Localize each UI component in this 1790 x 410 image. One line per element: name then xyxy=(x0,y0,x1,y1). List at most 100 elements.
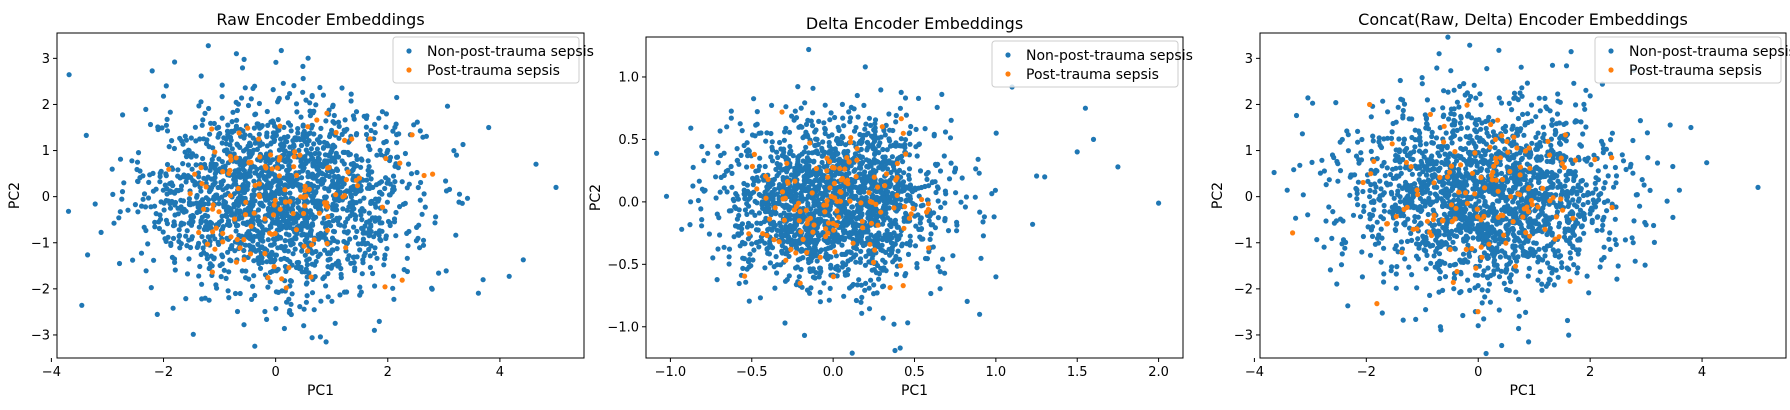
point-non-post-trauma xyxy=(193,162,199,168)
point-non-post-trauma xyxy=(814,148,820,154)
point-non-post-trauma xyxy=(1498,100,1505,106)
point-non-post-trauma xyxy=(701,158,707,164)
point-non-post-trauma xyxy=(241,168,247,174)
point-non-post-trauma xyxy=(92,201,98,207)
point-non-post-trauma xyxy=(371,327,377,333)
point-non-post-trauma xyxy=(1664,198,1670,204)
point-non-post-trauma xyxy=(821,280,827,286)
point-post-trauma xyxy=(901,225,907,231)
point-non-post-trauma xyxy=(332,207,338,213)
point-non-post-trauma xyxy=(272,192,278,198)
point-non-post-trauma xyxy=(816,201,822,207)
point-non-post-trauma xyxy=(205,197,212,203)
point-non-post-trauma xyxy=(159,125,165,131)
point-post-trauma xyxy=(866,190,872,196)
point-post-trauma xyxy=(825,220,832,226)
point-non-post-trauma xyxy=(301,161,307,168)
point-non-post-trauma xyxy=(371,234,377,240)
point-non-post-trauma xyxy=(1631,218,1637,224)
point-non-post-trauma xyxy=(884,147,890,153)
point-non-post-trauma xyxy=(815,178,821,184)
point-post-trauma xyxy=(271,264,277,270)
point-non-post-trauma xyxy=(206,144,212,150)
point-non-post-trauma xyxy=(302,218,308,225)
point-non-post-trauma xyxy=(1619,152,1625,158)
point-non-post-trauma xyxy=(770,221,777,227)
point-non-post-trauma xyxy=(371,250,378,256)
point-non-post-trauma xyxy=(869,205,875,211)
point-non-post-trauma xyxy=(834,266,840,272)
point-non-post-trauma xyxy=(228,206,234,212)
point-non-post-trauma xyxy=(1591,201,1597,207)
point-non-post-trauma xyxy=(757,155,763,161)
point-post-trauma xyxy=(262,216,268,222)
point-non-post-trauma xyxy=(288,301,294,307)
point-non-post-trauma xyxy=(839,264,846,270)
point-non-post-trauma xyxy=(294,231,300,237)
point-non-post-trauma xyxy=(281,325,287,332)
point-post-trauma xyxy=(900,283,906,289)
point-non-post-trauma xyxy=(252,198,258,204)
point-non-post-trauma xyxy=(810,239,817,245)
point-post-trauma xyxy=(305,248,311,254)
point-non-post-trauma xyxy=(295,130,301,136)
point-non-post-trauma xyxy=(1317,170,1323,176)
point-non-post-trauma xyxy=(359,217,365,223)
point-non-post-trauma xyxy=(241,322,247,328)
x-tick-label: −4 xyxy=(42,365,61,380)
point-non-post-trauma xyxy=(822,130,828,137)
point-non-post-trauma xyxy=(180,198,186,204)
point-non-post-trauma xyxy=(257,265,264,271)
point-non-post-trauma xyxy=(872,146,878,152)
point-non-post-trauma xyxy=(744,224,751,230)
point-non-post-trauma xyxy=(1442,274,1449,280)
point-non-post-trauma xyxy=(307,208,313,214)
point-non-post-trauma xyxy=(242,242,248,248)
point-non-post-trauma xyxy=(849,204,856,210)
point-post-trauma xyxy=(882,183,888,189)
point-non-post-trauma xyxy=(1532,165,1538,171)
point-non-post-trauma xyxy=(728,115,734,121)
point-non-post-trauma xyxy=(809,150,815,156)
point-non-post-trauma xyxy=(256,100,262,107)
point-non-post-trauma xyxy=(1568,255,1574,261)
point-non-post-trauma xyxy=(243,275,249,281)
point-post-trauma xyxy=(894,175,900,181)
point-post-trauma xyxy=(274,165,280,171)
point-non-post-trauma xyxy=(279,146,285,152)
point-non-post-trauma xyxy=(267,279,273,285)
x-tick-label: 2.0 xyxy=(1148,365,1169,380)
point-non-post-trauma xyxy=(746,298,752,304)
point-outlier xyxy=(1090,136,1097,142)
point-non-post-trauma xyxy=(721,244,727,250)
point-post-trauma xyxy=(297,152,303,158)
point-non-post-trauma xyxy=(271,137,278,143)
point-non-post-trauma xyxy=(198,218,204,224)
point-non-post-trauma xyxy=(823,188,829,194)
point-non-post-trauma xyxy=(304,224,311,230)
point-non-post-trauma xyxy=(1395,104,1401,110)
point-non-post-trauma xyxy=(895,187,901,193)
point-post-trauma xyxy=(854,146,860,152)
point-non-post-trauma xyxy=(331,112,337,119)
point-non-post-trauma xyxy=(850,210,857,216)
point-non-post-trauma xyxy=(190,331,196,337)
point-non-post-trauma xyxy=(328,169,334,175)
point-non-post-trauma xyxy=(954,222,960,228)
point-non-post-trauma xyxy=(186,256,192,262)
point-non-post-trauma xyxy=(142,204,149,210)
point-non-post-trauma xyxy=(394,154,400,160)
point-non-post-trauma xyxy=(160,93,167,99)
point-non-post-trauma xyxy=(855,189,862,195)
point-non-post-trauma xyxy=(1326,177,1332,183)
point-outlier xyxy=(553,184,559,190)
point-non-post-trauma xyxy=(322,158,328,164)
point-non-post-trauma xyxy=(364,219,370,225)
point-outlier xyxy=(1082,105,1088,111)
point-non-post-trauma xyxy=(849,193,855,199)
point-post-trauma xyxy=(276,173,282,179)
point-non-post-trauma xyxy=(1467,287,1473,293)
point-non-post-trauma xyxy=(901,170,907,176)
point-non-post-trauma xyxy=(298,114,304,120)
point-non-post-trauma xyxy=(143,268,149,274)
